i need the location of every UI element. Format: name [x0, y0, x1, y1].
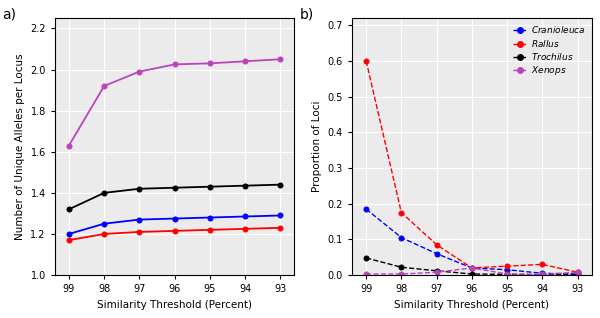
Y-axis label: Proportion of Loci: Proportion of Loci [312, 101, 322, 192]
Text: b): b) [299, 8, 314, 22]
Legend: $\it{Cranioleuca}$, $\it{Rallus}$, $\it{Trochilus}$, $\it{Xenops}$: $\it{Cranioleuca}$, $\it{Rallus}$, $\it{… [512, 23, 587, 79]
Text: a): a) [2, 8, 16, 22]
Y-axis label: Number of Unique Alleles per Locus: Number of Unique Alleles per Locus [15, 53, 25, 240]
X-axis label: Similarity Threshold (Percent): Similarity Threshold (Percent) [97, 300, 252, 310]
X-axis label: Similarity Threshold (Percent): Similarity Threshold (Percent) [394, 300, 550, 310]
